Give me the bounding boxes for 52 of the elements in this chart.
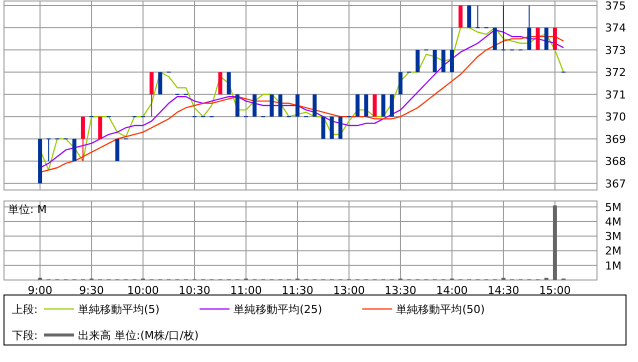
y-tick-label: 1M xyxy=(605,259,622,272)
x-tick-label: 11:30 xyxy=(282,284,314,297)
y-tick-label: 4M xyxy=(605,215,622,228)
x-tick-label: 14:30 xyxy=(488,284,520,297)
x-tick-label: 13:30 xyxy=(384,284,416,297)
x-tick-label: 9:00 xyxy=(28,284,52,297)
candlestick xyxy=(226,72,231,95)
candlestick xyxy=(158,72,162,95)
x-tick-label: 15:00 xyxy=(539,284,571,297)
legend-title: 下段: xyxy=(12,329,38,342)
candlestick xyxy=(338,116,342,140)
candlestick xyxy=(98,116,102,140)
x-tick-label: 13:00 xyxy=(333,284,365,297)
candlestick xyxy=(321,116,326,140)
y-tick-label: 375 xyxy=(605,0,626,12)
candlestick xyxy=(330,116,334,140)
y-tick-label: 370 xyxy=(605,110,626,124)
candlestick xyxy=(527,4,532,50)
candlestick xyxy=(80,116,85,162)
y-tick-label: 367 xyxy=(605,177,626,190)
x-tick-label: 14:00 xyxy=(436,284,468,297)
y-tick-label: 371 xyxy=(605,88,626,102)
y-tick-label: 374 xyxy=(605,22,626,35)
candlestick xyxy=(536,27,540,50)
candlestick xyxy=(398,72,402,95)
y-tick-label: 373 xyxy=(605,44,626,57)
y-tick-label: 2M xyxy=(605,244,622,258)
legend-title: 上段: xyxy=(12,303,38,316)
candlestick xyxy=(552,27,557,50)
x-tick-label: 11:00 xyxy=(230,284,262,297)
legend-label: 単純移動平均(5) xyxy=(78,303,160,316)
candlestick xyxy=(150,72,154,118)
annotation: 単位: M xyxy=(8,203,47,216)
legend-label: 出来高 単位:(M株/口/枚) xyxy=(78,329,199,342)
legend-label: 単純移動平均(50) xyxy=(396,303,485,316)
y-tick-label: 5M xyxy=(605,200,622,214)
y-tick-label: 368 xyxy=(605,155,626,168)
bar xyxy=(552,205,557,280)
candlestick xyxy=(450,27,454,73)
candlestick xyxy=(476,4,480,28)
y-tick-label: 3M xyxy=(605,230,622,244)
candlestick xyxy=(501,4,506,50)
candlestick xyxy=(492,27,497,50)
candlestick xyxy=(46,138,51,162)
legend-label: 単純移動平均(25) xyxy=(234,303,322,316)
x-tick-label: 10:00 xyxy=(127,284,159,297)
x-tick-label: 10:30 xyxy=(178,284,210,297)
candlestick xyxy=(544,27,548,50)
y-tick-label: 372 xyxy=(605,66,626,80)
y-tick-label: 369 xyxy=(605,132,626,146)
candlestick xyxy=(218,72,222,95)
x-tick-label: 9:30 xyxy=(79,284,104,297)
